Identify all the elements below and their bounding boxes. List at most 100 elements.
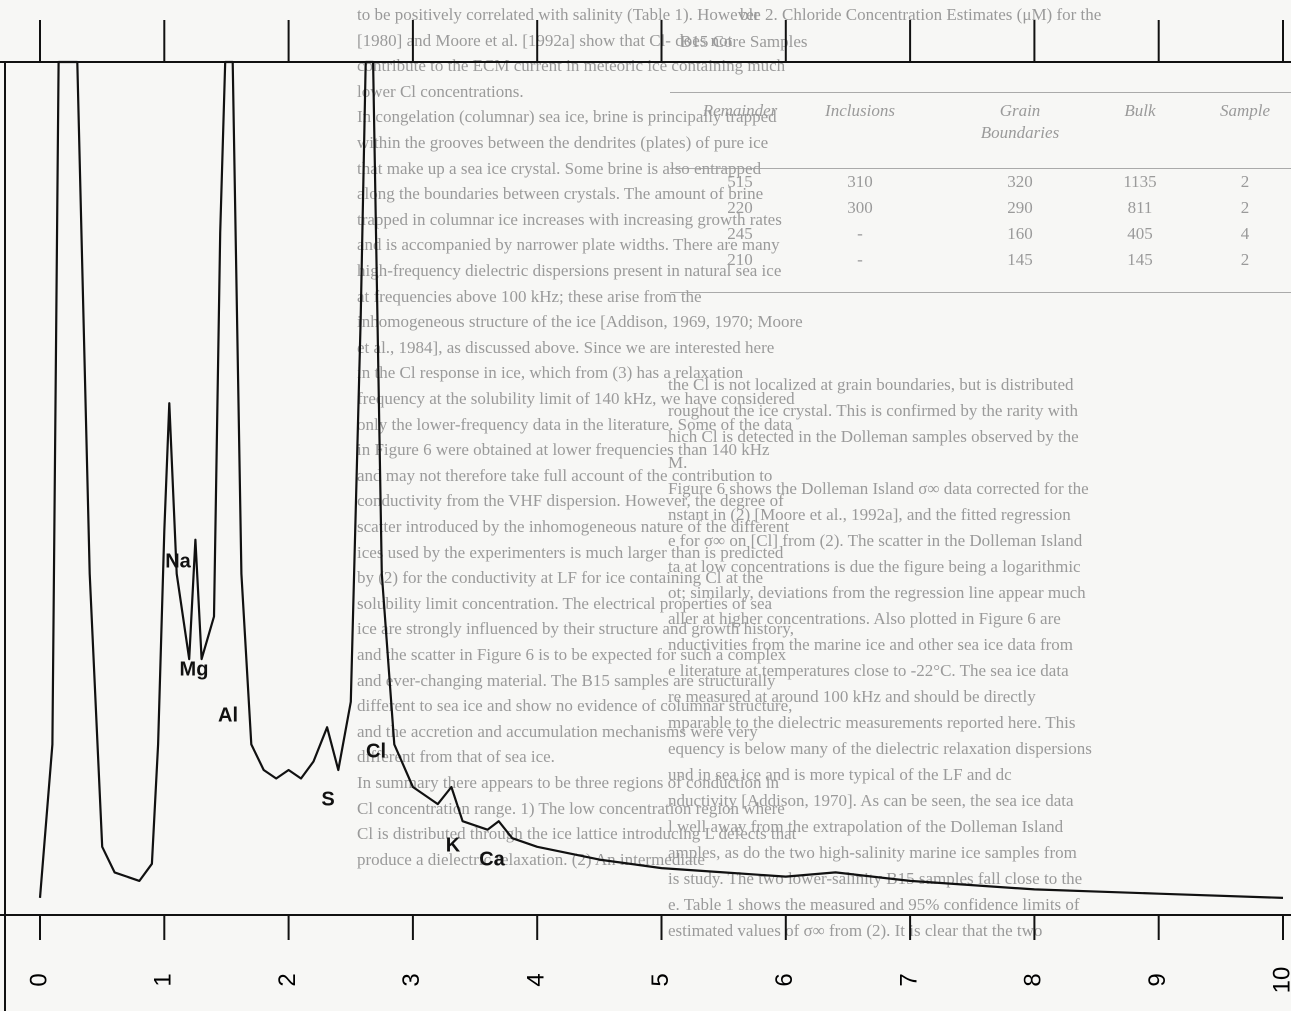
table-cell: 811 xyxy=(1127,198,1153,217)
x-tick-label: 5 xyxy=(647,973,674,986)
table-cell: 515 xyxy=(727,172,753,191)
text-line: and may not therefore take full account … xyxy=(357,465,773,485)
x-tick-label: 10 xyxy=(1268,967,1291,994)
text-line: along the boundaries between crystals. T… xyxy=(357,184,764,204)
x-tick-label: 8 xyxy=(1020,973,1047,986)
text-line: nductivities from the marine ice and oth… xyxy=(668,635,1074,654)
text-line: lower Cl concentrations. xyxy=(357,81,524,101)
table-title: ble 2. Chloride Concentration Estimates … xyxy=(740,5,1102,24)
text-line: amples, as do the two high-salinity mari… xyxy=(668,843,1077,862)
text-line: contribute to the ECM current in meteori… xyxy=(357,56,786,76)
text-line: at frequencies above 100 kHz; these aris… xyxy=(357,286,702,306)
table-cell: 2 xyxy=(1240,172,1250,191)
table-cell: 2 xyxy=(1240,198,1250,217)
table-cell: 145 xyxy=(1007,250,1033,269)
text-line: that make up a sea ice crystal. Some bri… xyxy=(357,158,762,178)
text-line: et al., 1984], as discussed above. Since… xyxy=(357,337,775,357)
text-line: and is accompanied by narrower plate wid… xyxy=(357,235,780,255)
text-line: inhomogeneous structure of the ice [Addi… xyxy=(357,312,803,332)
table-cell: 145 xyxy=(1127,250,1153,269)
text-line: solubility limit concentration. The elec… xyxy=(357,593,773,613)
table-rule xyxy=(670,292,1291,293)
table-cell: - xyxy=(857,224,863,243)
table-rule xyxy=(670,168,1291,169)
table-header: Inclusions xyxy=(825,101,895,120)
text-line: only the lower-frequency data in the lit… xyxy=(357,414,793,434)
peak-label: Cl xyxy=(366,740,386,762)
peak-label: Mg xyxy=(180,658,209,680)
text-line: by (2) for the conductivity at LF for ic… xyxy=(357,568,763,588)
text-line: e for σ∞ on [Cl] from (2). The scatter i… xyxy=(668,531,1083,550)
table-cell: - xyxy=(857,250,863,269)
table-cell: 405 xyxy=(1127,224,1153,243)
table-cell: 220 xyxy=(727,198,753,217)
x-tick-label: 1 xyxy=(150,973,177,986)
x-tick-label: 2 xyxy=(274,973,301,986)
peak-label: Al xyxy=(218,704,238,726)
text-line: in the Cl response in ice, which from (3… xyxy=(357,363,744,383)
text-line: ta at low concentrations is due the figu… xyxy=(668,557,1081,576)
text-line: nstant in (2) [Moore et al., 1992a], and… xyxy=(668,505,1071,524)
text-line: und in sea ice and is more typical of th… xyxy=(668,765,1012,784)
text-line: Figure 6 shows the Dolleman Island σ∞ da… xyxy=(668,479,1089,498)
table-cell: 2 xyxy=(1240,250,1250,269)
text-line: conductivity from the VHF dispersion. Ho… xyxy=(357,491,784,511)
table-cell: 1135 xyxy=(1123,172,1157,191)
text-line: e. Table 1 shows the measured and 95% co… xyxy=(668,895,1080,914)
x-tick-label: 0 xyxy=(25,973,52,986)
text-line: scatter introduced by the inhomogeneous … xyxy=(357,517,790,536)
table-header: Sample xyxy=(1219,101,1271,120)
text-line: in Figure 6 were obtained at lower frequ… xyxy=(357,440,770,460)
table-cell: 290 xyxy=(1007,198,1033,217)
text-line: ices used by the experimenters is much l… xyxy=(357,542,784,562)
text-line: and the scatter in Figure 6 is to be exp… xyxy=(357,645,787,664)
peak-label: K xyxy=(446,834,461,856)
x-tick-label: 9 xyxy=(1144,973,1171,986)
x-tick-label: 7 xyxy=(895,973,922,986)
text-line: In summary there appears to be three reg… xyxy=(357,773,780,792)
text-line: re measured at around 100 kHz and should… xyxy=(668,687,1036,706)
text-line: equency is below many of the dielectric … xyxy=(668,739,1092,758)
text-line: produce a dielectric relaxation. (2) An … xyxy=(357,849,705,869)
text-line: aller at higher concentrations. Also plo… xyxy=(668,609,1061,628)
table-cell: 320 xyxy=(1007,172,1033,191)
text-line: is study. The two lower-salinity B15 sam… xyxy=(668,869,1083,888)
text-line: the Cl is not localized at grain boundar… xyxy=(668,375,1074,394)
text-line: to be positively correlated with salinit… xyxy=(357,5,760,24)
table-header: Grain Boundaries xyxy=(980,101,1060,142)
text-line: high-frequency dielectric dispersions pr… xyxy=(357,261,782,280)
text-line: different from that of sea ice. xyxy=(357,747,555,767)
table-cell: 245 xyxy=(727,224,753,243)
table-header: Bulk xyxy=(1124,101,1156,120)
x-tick-label: 3 xyxy=(398,973,425,986)
peak-label: S xyxy=(321,788,334,810)
text-line: within the grooves between the dendrites… xyxy=(357,133,769,152)
text-line: M. xyxy=(668,453,688,472)
x-tick-label: 6 xyxy=(771,973,798,986)
table-header: Remainder xyxy=(702,101,778,120)
table-title: B15 Core Samples xyxy=(680,32,808,51)
peak-label: Ca xyxy=(479,848,505,870)
table-cell: 210 xyxy=(727,250,753,269)
text-line: e literature at temperatures close to -2… xyxy=(668,661,1069,680)
text-line: In congelation (columnar) sea ice, brine… xyxy=(357,107,777,127)
table-rule xyxy=(670,92,1291,93)
table-cell: 4 xyxy=(1240,224,1250,243)
text-line: hich Cl is detected in the Dolleman samp… xyxy=(668,427,1079,446)
spectrum-line xyxy=(38,60,1284,899)
text-line: estimated values of σ∞ from (2). It is c… xyxy=(668,921,1043,940)
text-line: Cl is distributed through the ice lattic… xyxy=(357,824,797,844)
text-line: nductivity [Addison, 1970]. As can be se… xyxy=(668,791,1074,810)
x-tick-label: 4 xyxy=(523,973,550,986)
table-cell: 310 xyxy=(847,172,873,191)
text-line: frequency at the solubility limit of 140… xyxy=(357,389,795,408)
text-line: and ever-changing material. The B15 samp… xyxy=(357,670,776,690)
text-line: roughout the ice crystal. This is confir… xyxy=(668,401,1078,420)
text-line: ice are strongly influenced by their str… xyxy=(357,619,794,639)
text-line: trapped in columnar ice increases with i… xyxy=(357,209,782,229)
text-line: [1980] and Moore et al. [1992a] show tha… xyxy=(357,30,733,50)
table-cell: 160 xyxy=(1007,224,1033,243)
